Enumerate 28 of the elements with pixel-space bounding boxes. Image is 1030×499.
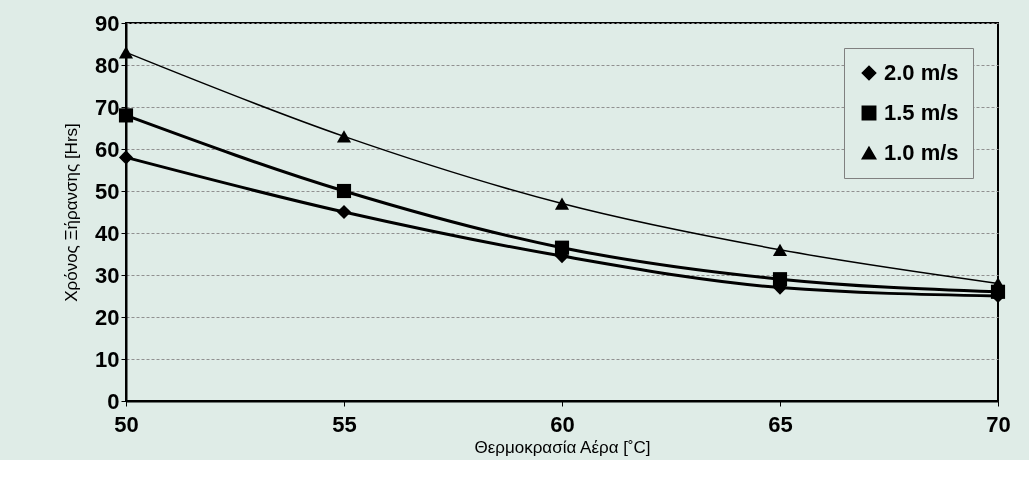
point: [336, 130, 352, 143]
point: [118, 150, 134, 165]
x-tick-label: 70: [986, 411, 1011, 437]
y-tick-label: 60: [95, 136, 120, 162]
x-tick-label: 65: [768, 411, 793, 437]
legend-label: 1.0 m/s: [884, 140, 959, 165]
y-tick-label: 80: [95, 52, 120, 78]
y-tick-label: 50: [95, 178, 120, 204]
y-tick-label: 30: [95, 262, 120, 288]
point: [336, 204, 352, 220]
y-tick-label: 90: [95, 10, 120, 36]
legend-label: 2.0 m/s: [884, 60, 959, 85]
point: [336, 183, 352, 199]
point: [554, 197, 570, 210]
x-tick-label: 60: [550, 411, 575, 437]
x-tick-label: 50: [114, 411, 139, 437]
x-axis-title: Θερμοκρασία Αέρα [˚C]: [474, 437, 651, 457]
y-tick-label: 20: [95, 304, 120, 330]
y-axis-title: Χρόνος Ξήρανσης [Hrs]: [62, 123, 82, 302]
legend-label: 1.5 m/s: [884, 100, 959, 125]
point: [118, 108, 134, 123]
y-tick-label: 70: [95, 94, 120, 120]
point: [772, 243, 788, 256]
y-tick-label: 0: [107, 388, 120, 414]
x-tick-label: 55: [332, 411, 357, 437]
point: [118, 46, 134, 59]
y-tick-label: 40: [95, 220, 120, 246]
y-tick-label: 10: [95, 346, 120, 372]
